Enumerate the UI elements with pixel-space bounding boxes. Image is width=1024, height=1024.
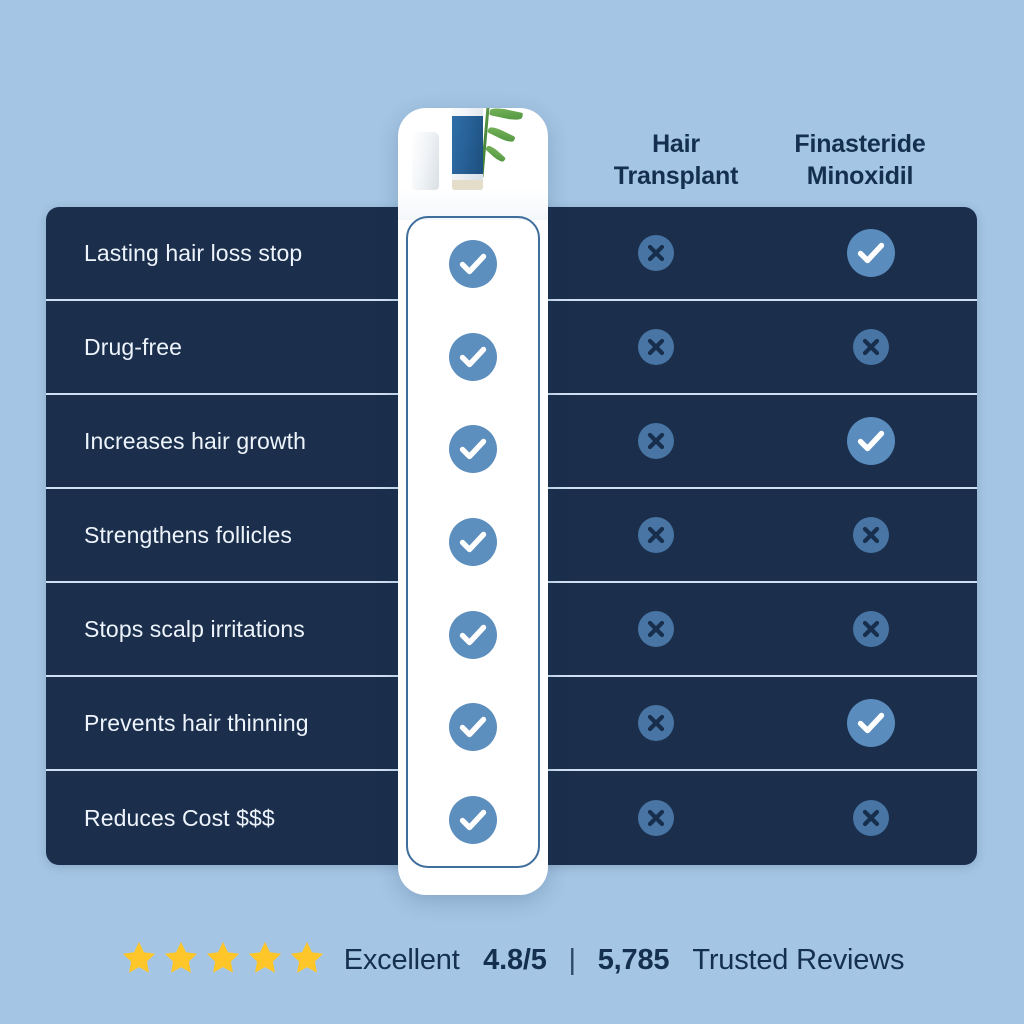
review-summary-text: Excellent 4.8/5 | 5,785 Trusted Reviews <box>344 944 905 977</box>
cell-hair-transplant <box>548 423 763 459</box>
product-check-column <box>406 216 540 868</box>
product-photo <box>398 108 548 220</box>
column-header-line1: Finasteride <box>794 130 926 158</box>
cell-featured-product <box>408 773 538 866</box>
rating-value: 4.8/5 <box>483 943 547 976</box>
column-header-line2: Transplant <box>613 162 739 190</box>
cross-icon <box>637 800 674 836</box>
check-icon <box>449 425 497 474</box>
check-icon <box>846 417 895 465</box>
cell-featured-product <box>408 681 538 774</box>
cell-hair-transplant <box>548 329 763 365</box>
check-icon <box>846 699 895 747</box>
star-icon <box>120 939 158 982</box>
table-row: Prevents hair thinning <box>46 677 977 771</box>
cell-hair-transplant <box>548 517 763 553</box>
row-label: Increases hair growth <box>84 427 306 454</box>
check-icon <box>449 703 497 752</box>
cell-hair-transplant <box>548 235 763 271</box>
check-icon <box>449 518 497 567</box>
cross-icon <box>852 517 889 553</box>
table-row: Reduces Cost $$$ <box>46 771 977 865</box>
star-icon <box>246 939 284 982</box>
rosemary-leaf-icon <box>487 124 516 145</box>
cross-icon <box>637 235 674 271</box>
rating-label: Excellent <box>343 943 460 976</box>
review-bar: Excellent 4.8/5 | 5,785 Trusted Reviews <box>0 928 1024 992</box>
cell-finasteride-minoxidil <box>763 417 977 465</box>
cross-icon <box>637 329 674 365</box>
column-header-line2: Minoxidil <box>806 162 914 190</box>
cell-finasteride-minoxidil <box>763 699 977 747</box>
product-bottle-label <box>452 116 483 174</box>
star-icon <box>162 939 200 982</box>
cell-featured-product <box>408 311 538 404</box>
cell-hair-transplant <box>548 611 763 647</box>
cell-finasteride-minoxidil <box>763 611 977 647</box>
row-label: Strengthens follicles <box>84 521 292 548</box>
row-label: Lasting hair loss stop <box>84 239 303 266</box>
review-count: 5,785 <box>597 943 670 976</box>
product-bottle <box>452 108 483 190</box>
cell-finasteride-minoxidil <box>763 517 977 553</box>
cell-finasteride-minoxidil <box>763 329 977 365</box>
cell-featured-product <box>408 588 538 681</box>
cross-icon <box>637 517 674 553</box>
star-icon <box>204 939 242 982</box>
review-separator: | <box>568 943 577 976</box>
cell-featured-product <box>408 403 538 496</box>
product-photo-surface <box>398 188 548 220</box>
row-label: Reduces Cost $$$ <box>84 804 275 831</box>
cell-hair-transplant <box>548 705 763 741</box>
cross-icon <box>637 423 674 459</box>
row-label: Prevents hair thinning <box>84 709 309 736</box>
cell-finasteride-minoxidil <box>763 229 977 277</box>
product-bottle-base <box>452 180 483 190</box>
column-header-hair-transplant: Hair Transplant <box>571 128 781 192</box>
product-cap <box>412 132 439 190</box>
rosemary-leaf-icon <box>489 108 524 122</box>
cross-icon <box>637 705 674 741</box>
star-icon <box>288 939 326 982</box>
review-count-label: Trusted Reviews <box>692 943 905 976</box>
check-icon <box>449 240 497 289</box>
product-image-area <box>398 108 548 220</box>
cell-finasteride-minoxidil <box>763 800 977 836</box>
cross-icon <box>852 611 889 647</box>
cell-hair-transplant <box>548 800 763 836</box>
star-rating <box>120 939 326 982</box>
cross-icon <box>637 611 674 647</box>
check-icon <box>846 229 895 277</box>
check-icon <box>449 332 497 381</box>
row-label: Stops scalp irritations <box>84 615 305 642</box>
cross-icon <box>852 800 889 836</box>
check-icon <box>449 610 497 659</box>
column-header-line1: Hair <box>652 130 700 158</box>
column-header-finasteride-minoxidil: Finasteride Minoxidil <box>755 128 965 192</box>
row-label: Drug-free <box>84 333 183 360</box>
check-icon <box>449 795 497 844</box>
cross-icon <box>852 329 889 365</box>
cell-featured-product <box>408 496 538 589</box>
rosemary-leaf-icon <box>485 143 507 164</box>
featured-product-card[interactable] <box>398 108 548 895</box>
cell-featured-product <box>408 218 538 311</box>
